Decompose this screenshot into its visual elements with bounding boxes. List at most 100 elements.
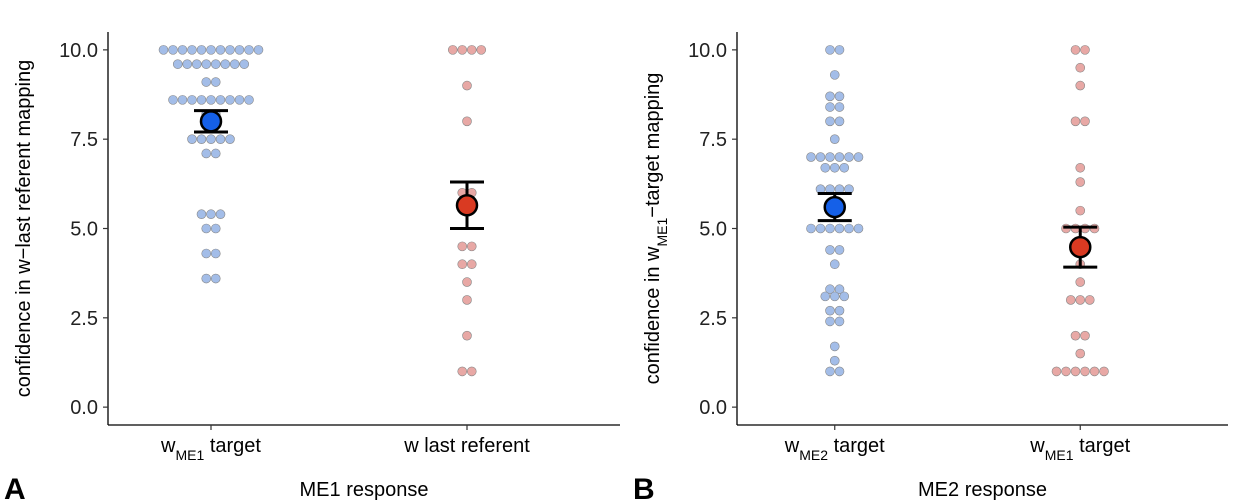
text-part: target [1074,435,1131,457]
data-point [825,305,835,316]
data-point [196,95,207,105]
data-point [825,366,835,377]
data-point [466,366,477,377]
data-point [825,245,835,255]
data-point [834,316,845,327]
data-point [187,95,197,105]
data-point [1075,177,1086,187]
data-point [457,259,468,270]
data-point [201,223,212,234]
data-point [1075,348,1086,359]
data-point [825,152,835,162]
data-point [834,366,845,377]
data-point [158,45,169,55]
data-point [844,152,854,162]
data-point [829,291,840,302]
data-point [177,45,188,55]
data-point [839,291,850,302]
subscript: ME1 [175,447,204,463]
y-tick-label: 10.0 [688,40,727,62]
data-point [806,152,816,162]
data-point [234,95,245,105]
data-point [201,77,212,87]
panel-letter: B [633,473,655,502]
data-point [182,59,193,69]
data-point [834,245,845,255]
data-point [244,95,254,105]
data-point [462,330,472,341]
data-point [1070,45,1081,55]
data-point [210,248,221,259]
data-point [834,223,845,234]
data-point [853,223,864,234]
y-tick-label: 0.0 [699,397,727,419]
data-point [215,134,226,144]
mean-point [199,110,223,133]
data-point [168,95,178,105]
data-point [172,59,183,69]
data-point [1080,116,1090,127]
data-point [201,59,212,69]
subscript: ME1 [654,218,670,247]
data-point [829,341,840,352]
y-tick-label: 10.0 [59,40,98,62]
text-part: −target mapping [642,73,664,218]
data-point [1070,116,1081,127]
data-point [844,223,854,234]
y-tick-label: 7.5 [70,129,98,151]
data-point [457,241,468,252]
x-tick-label: w last referent [403,435,530,457]
data-point [206,134,216,144]
data-point [187,134,197,144]
data-point [196,209,207,220]
data-point [1084,295,1095,305]
data-point [466,259,477,270]
data-point [476,45,487,55]
data-point [1065,295,1076,305]
data-point [829,355,840,366]
data-point [220,59,231,69]
data-point [1080,45,1090,55]
data-point [1075,205,1086,216]
subscript: ME2 [799,447,828,463]
data-point [234,45,245,55]
text-part: w [160,435,176,457]
data-point [1075,62,1086,73]
data-point [457,366,468,377]
y-tick-label: 0.0 [70,397,98,419]
data-point [462,295,472,305]
data-point [1075,162,1086,173]
data-point [462,277,472,287]
y-axis-title: confidence in w−last referent mapping [13,60,35,397]
data-point [806,223,816,234]
x-axis-title: ME1 response [300,479,429,501]
data-point [206,209,216,220]
data-point [834,116,845,127]
text-part: confidence in w−last referent mapping [13,60,35,397]
data-point [229,59,240,69]
data-point [1070,366,1081,377]
data-point [466,45,477,55]
data-point [825,102,835,112]
data-point [206,45,216,55]
data-point [244,45,254,55]
data-point [815,152,826,162]
data-point [825,316,835,327]
data-point [825,284,835,295]
data-point [201,248,212,259]
data-point [225,134,235,144]
data-point [225,45,235,55]
data-point [239,59,250,69]
y-tick-label: 5.0 [699,219,727,241]
data-point [829,134,840,144]
data-point [834,45,845,55]
data-point [210,77,221,87]
data-point [177,95,188,105]
data-point [1075,277,1086,287]
x-tick-label: wME1 target [160,435,261,463]
data-point [1075,295,1086,305]
data-point [1051,366,1062,377]
data-point [196,134,207,144]
